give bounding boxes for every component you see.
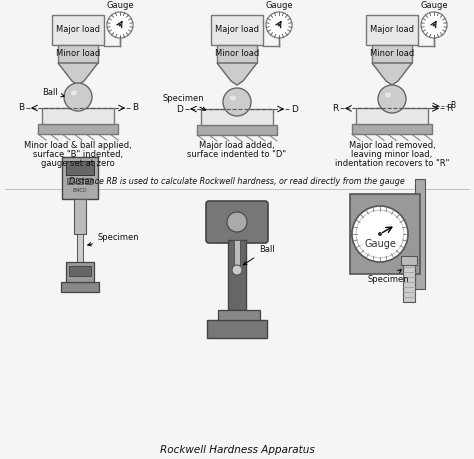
Circle shape: [118, 23, 121, 27]
FancyBboxPatch shape: [62, 157, 98, 199]
FancyBboxPatch shape: [66, 262, 94, 282]
FancyBboxPatch shape: [352, 124, 432, 134]
Text: indentation recovers to "R": indentation recovers to "R": [335, 159, 449, 168]
FancyBboxPatch shape: [38, 124, 118, 134]
Text: Ball: Ball: [243, 245, 275, 265]
Circle shape: [352, 206, 408, 262]
Circle shape: [277, 23, 281, 27]
Text: Major load removed,: Major load removed,: [348, 141, 436, 150]
Text: R: R: [332, 104, 338, 113]
FancyBboxPatch shape: [401, 256, 417, 265]
Text: leaving minor load,: leaving minor load,: [351, 150, 433, 159]
Polygon shape: [372, 63, 412, 85]
FancyBboxPatch shape: [42, 108, 114, 124]
Text: Rockwell Hardness Apparatus: Rockwell Hardness Apparatus: [160, 445, 314, 455]
FancyBboxPatch shape: [415, 179, 425, 289]
Text: Major load: Major load: [215, 26, 259, 34]
Text: R: R: [446, 104, 452, 113]
Text: Ball: Ball: [42, 88, 64, 97]
Circle shape: [107, 12, 133, 38]
Text: surface "B" indented,: surface "B" indented,: [33, 150, 123, 159]
Circle shape: [232, 265, 242, 275]
FancyBboxPatch shape: [201, 109, 273, 125]
Circle shape: [223, 88, 251, 116]
FancyBboxPatch shape: [218, 310, 260, 320]
Text: Specimen: Specimen: [163, 94, 206, 110]
FancyBboxPatch shape: [207, 320, 267, 338]
Text: B: B: [18, 103, 24, 112]
Text: Gauge: Gauge: [265, 1, 293, 10]
FancyBboxPatch shape: [77, 234, 83, 262]
Text: Minor load: Minor load: [56, 50, 100, 58]
FancyBboxPatch shape: [234, 240, 240, 270]
Text: Major load added,: Major load added,: [199, 141, 275, 150]
Text: Major load: Major load: [370, 26, 414, 34]
FancyBboxPatch shape: [206, 201, 268, 243]
Text: Minor load & ball applied,: Minor load & ball applied,: [24, 141, 132, 150]
FancyBboxPatch shape: [66, 161, 94, 175]
Text: Specimen: Specimen: [88, 233, 140, 246]
FancyBboxPatch shape: [366, 15, 418, 45]
Text: Gauge: Gauge: [106, 1, 134, 10]
Text: Minor load: Minor load: [215, 50, 259, 58]
Text: D: D: [291, 105, 298, 113]
Ellipse shape: [230, 95, 236, 101]
Text: EMCO: EMCO: [73, 189, 87, 194]
Circle shape: [64, 83, 92, 111]
FancyBboxPatch shape: [211, 15, 263, 45]
FancyBboxPatch shape: [52, 15, 104, 45]
Ellipse shape: [71, 90, 77, 95]
Text: Distance RB is used to calculate Rockwell hardness, or read directly from the ga: Distance RB is used to calculate Rockwel…: [69, 177, 405, 186]
FancyBboxPatch shape: [372, 45, 412, 63]
Text: B: B: [450, 101, 455, 111]
Text: Minor load: Minor load: [370, 50, 414, 58]
FancyBboxPatch shape: [85, 179, 92, 185]
FancyBboxPatch shape: [76, 179, 83, 185]
Text: D: D: [176, 105, 183, 113]
Circle shape: [421, 12, 447, 38]
Circle shape: [432, 23, 436, 27]
FancyBboxPatch shape: [356, 108, 428, 124]
Circle shape: [266, 12, 292, 38]
Circle shape: [356, 210, 404, 258]
Text: Gauge: Gauge: [420, 1, 448, 10]
Circle shape: [227, 212, 247, 232]
Text: Specimen: Specimen: [368, 270, 410, 284]
Text: surface indented to "D": surface indented to "D": [187, 150, 287, 159]
Text: Major load: Major load: [56, 26, 100, 34]
Text: B: B: [132, 103, 138, 112]
Circle shape: [378, 232, 382, 236]
FancyBboxPatch shape: [228, 240, 246, 310]
FancyBboxPatch shape: [67, 179, 74, 185]
FancyBboxPatch shape: [58, 45, 98, 63]
Text: Gauge: Gauge: [364, 239, 396, 249]
Circle shape: [378, 85, 406, 113]
FancyBboxPatch shape: [350, 194, 420, 274]
Polygon shape: [58, 63, 98, 85]
FancyBboxPatch shape: [217, 45, 257, 63]
FancyBboxPatch shape: [74, 199, 86, 234]
FancyBboxPatch shape: [69, 266, 91, 276]
Ellipse shape: [385, 93, 391, 97]
FancyBboxPatch shape: [61, 282, 99, 292]
Text: gauge set at zero: gauge set at zero: [41, 159, 115, 168]
Polygon shape: [217, 63, 257, 85]
FancyBboxPatch shape: [197, 125, 277, 135]
FancyBboxPatch shape: [403, 264, 415, 302]
